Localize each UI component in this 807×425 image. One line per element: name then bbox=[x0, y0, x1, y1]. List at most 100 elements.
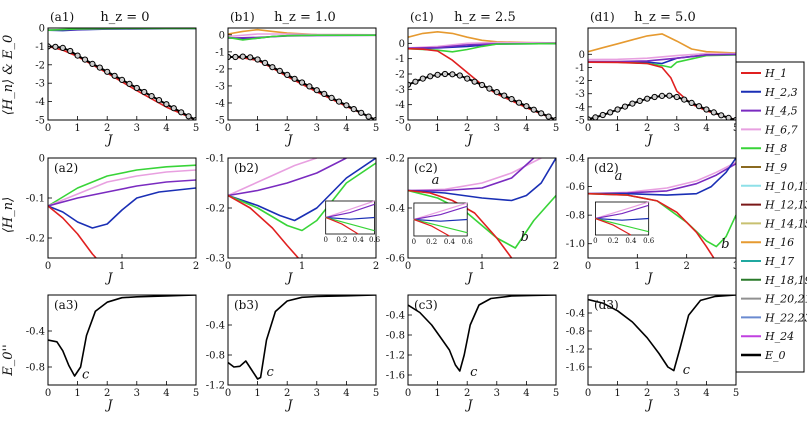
panel-label-d3: (d3) bbox=[594, 298, 619, 312]
marker-d1 bbox=[710, 109, 717, 116]
inset-xtick-label: 0 bbox=[412, 238, 416, 246]
xtick-label: 1 bbox=[479, 261, 485, 272]
marker-d1 bbox=[695, 103, 703, 110]
panel-label-b3: (b3) bbox=[234, 298, 259, 312]
marker-d1 bbox=[614, 106, 621, 113]
marker-b1 bbox=[350, 106, 357, 113]
annotation-c: c bbox=[683, 363, 691, 378]
marker-d1 bbox=[732, 116, 736, 120]
inset-xtick-label: 0 bbox=[593, 237, 597, 245]
marker-d1 bbox=[607, 109, 614, 116]
ytick-label: -5 bbox=[215, 116, 225, 127]
inset-b2: 0 0.2 0.4 0.6 bbox=[323, 200, 381, 244]
legend-label: H_18,19 bbox=[764, 274, 807, 287]
marker-b1 bbox=[261, 59, 269, 67]
xtick-label: 2 bbox=[464, 123, 470, 134]
marker-c1 bbox=[456, 72, 463, 79]
panel-b2: 0 1 2 -0.1 -0.2 -0.3 J (b2) bbox=[206, 154, 379, 287]
inset-series bbox=[595, 217, 649, 221]
panel-c2: 0 1 2 -0.2 -0.4 -0.6 J (c2)a b bbox=[386, 154, 559, 287]
ytick-label: -0.4 bbox=[566, 309, 585, 320]
marker-c1 bbox=[515, 99, 523, 106]
inset-series bbox=[325, 216, 375, 232]
inset-series bbox=[325, 203, 375, 219]
marker-b1 bbox=[269, 64, 276, 71]
xtick-label: 3 bbox=[314, 388, 320, 399]
marker-a1 bbox=[81, 56, 89, 63]
xtick-label: 5 bbox=[193, 388, 199, 399]
marker-d1 bbox=[636, 97, 643, 105]
legend-label: H_2,3 bbox=[764, 86, 798, 99]
xlabel-c3: J bbox=[464, 398, 473, 413]
ytick-label: -0.1 bbox=[206, 154, 225, 165]
xlabel-a3: J bbox=[104, 398, 113, 413]
inset-series bbox=[595, 217, 632, 236]
ytick-label: -1 bbox=[215, 47, 225, 58]
marker-c1 bbox=[449, 71, 456, 78]
panel-title-a1: h_z = 0 bbox=[100, 10, 149, 25]
ytick-label: -0.4 bbox=[206, 321, 225, 332]
legend-label: H_14,15 bbox=[764, 217, 807, 230]
marker-d1 bbox=[592, 114, 599, 120]
ylabel-row2: ⟨H_n⟩ bbox=[1, 197, 16, 233]
annotation-b: b bbox=[721, 237, 729, 252]
marker-b1 bbox=[232, 53, 239, 61]
ytick-label: -2 bbox=[35, 60, 45, 71]
marker-c1 bbox=[471, 78, 478, 85]
ytick-label: -1.2 bbox=[206, 381, 225, 392]
series-c3-e0 bbox=[408, 295, 556, 372]
xtick-label: 2 bbox=[104, 123, 110, 134]
ytick-label: -4 bbox=[395, 100, 405, 111]
marker-d1 bbox=[673, 93, 680, 101]
xlabel-c2: J bbox=[464, 271, 473, 286]
panel-title-d1: h_z = 5.0 bbox=[634, 10, 696, 25]
xtick-label: 3 bbox=[494, 388, 500, 399]
axes-frame-a1 bbox=[47, 27, 197, 121]
series-d2-h23 bbox=[588, 158, 736, 196]
marker-a1 bbox=[52, 43, 59, 50]
marker-d1 bbox=[681, 96, 688, 103]
marker-c1 bbox=[441, 70, 449, 78]
panel-a1: 0 1 2 3 4 5 0 -1 -2 -3 -4 -5 Jh_z = 0 (a1) bbox=[35, 10, 199, 148]
ytick-label: -4 bbox=[35, 97, 45, 108]
marker-c1 bbox=[493, 89, 500, 96]
legend-box bbox=[735, 61, 805, 373]
inset-xtick-label: 0.4 bbox=[444, 238, 456, 246]
xtick-label: 1 bbox=[299, 261, 305, 272]
legend-label: H_6,7 bbox=[764, 123, 798, 136]
annotation-c: c bbox=[470, 365, 478, 380]
panel-label-a3: (a3) bbox=[54, 298, 78, 312]
marker-c1 bbox=[538, 110, 545, 117]
marker-a1 bbox=[96, 64, 103, 71]
annotation-a: a bbox=[432, 173, 440, 188]
xtick-label: 5 bbox=[553, 388, 559, 399]
xtick-label: 5 bbox=[733, 388, 739, 399]
ytick-label: -1 bbox=[35, 42, 45, 53]
legend-label: H_16 bbox=[764, 236, 794, 249]
xtick-label: 3 bbox=[314, 123, 320, 134]
xtick-label: 0 bbox=[45, 123, 51, 134]
marker-a1 bbox=[118, 76, 126, 84]
panel-title-c1: h_z = 2.5 bbox=[454, 10, 516, 25]
ytick-label: -0.4 bbox=[386, 204, 405, 215]
marker-d1 bbox=[718, 112, 725, 119]
marker-b1 bbox=[313, 87, 320, 94]
inset-xtick-label: 0.4 bbox=[353, 236, 365, 244]
marker-b1 bbox=[228, 53, 232, 61]
marker-d1 bbox=[688, 99, 695, 107]
xtick-label: 1 bbox=[74, 388, 80, 399]
ytick-label: -3 bbox=[575, 89, 585, 100]
marker-a1 bbox=[74, 52, 81, 59]
marker-c1 bbox=[412, 78, 419, 85]
ytick-label: 0 bbox=[399, 39, 405, 50]
xtick-label: 1 bbox=[634, 261, 640, 272]
series-b3-e0 bbox=[228, 295, 376, 380]
xlabel-a1: J bbox=[104, 133, 113, 148]
ytick-label: 0 bbox=[39, 154, 45, 165]
ytick-label: -5 bbox=[35, 116, 45, 127]
ylabel-row1: ⟨H_n⟩ & E_0 bbox=[1, 35, 16, 115]
marker-b1 bbox=[321, 90, 328, 98]
marker-a1 bbox=[126, 80, 133, 88]
marker-b1 bbox=[284, 71, 291, 79]
marker-b1 bbox=[365, 113, 372, 120]
